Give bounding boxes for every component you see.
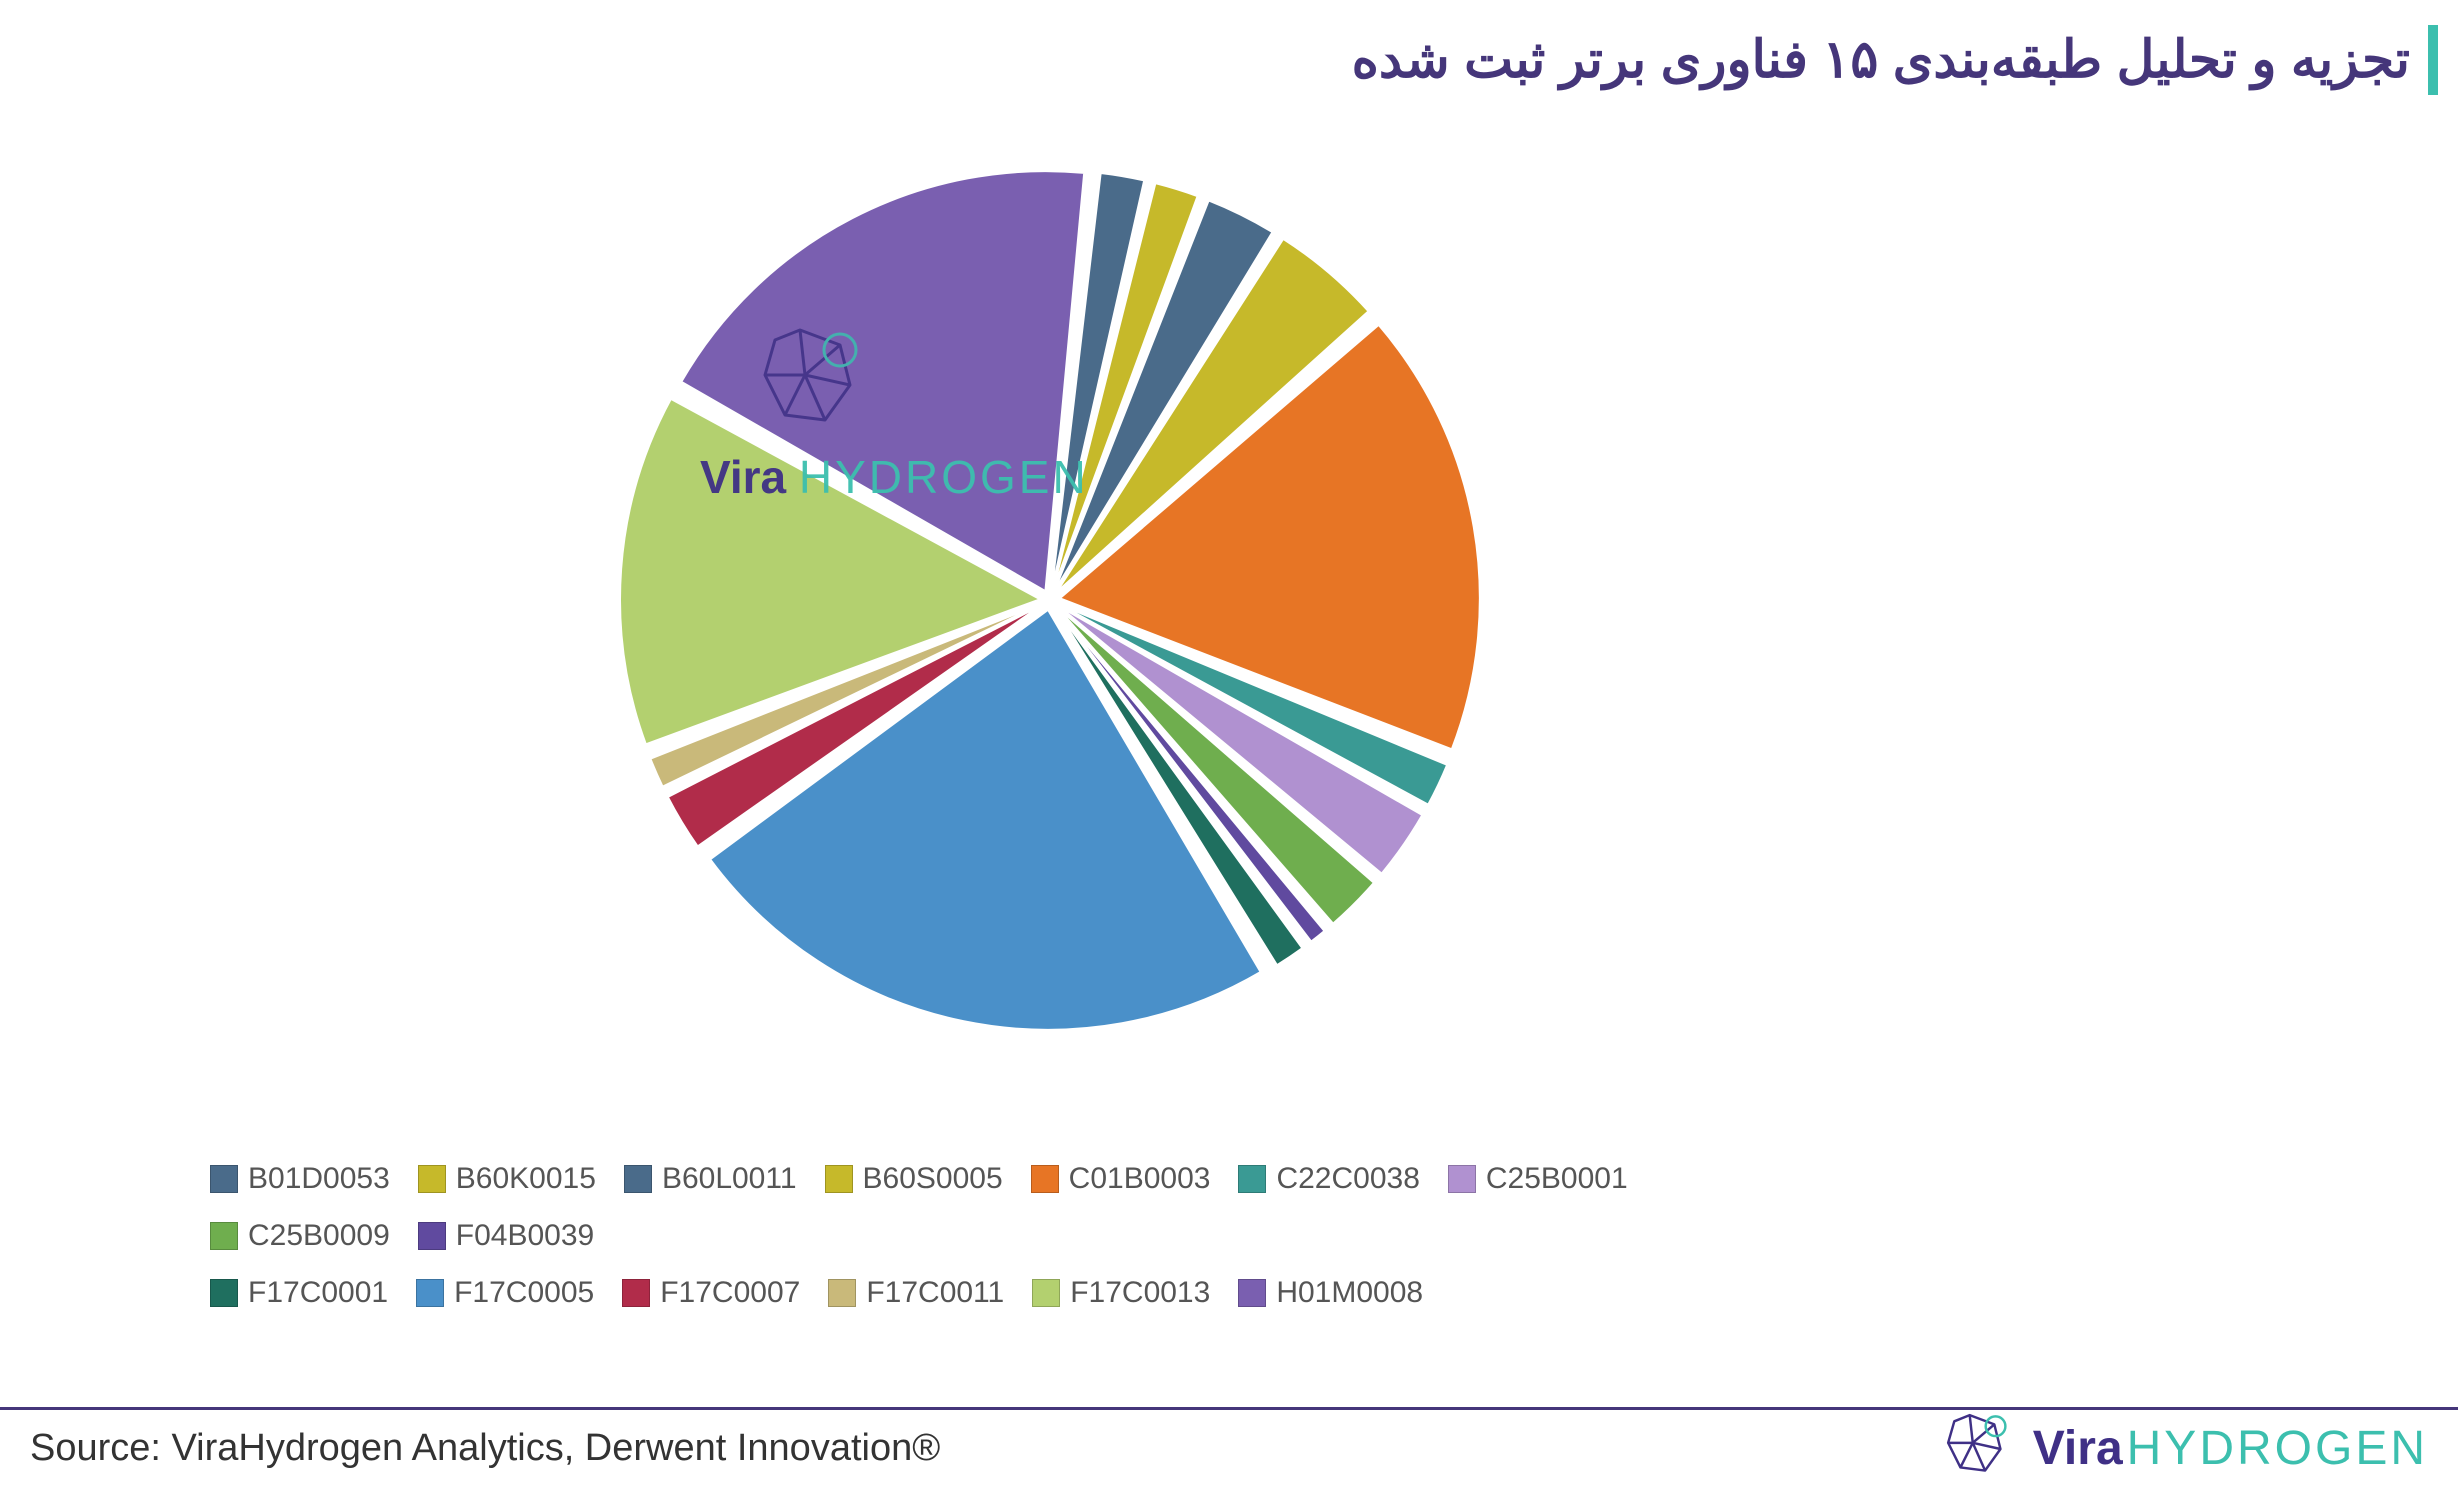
legend-swatch — [1448, 1165, 1476, 1193]
pie-chart-svg — [400, 120, 1700, 1100]
legend-label: C25B0001 — [1486, 1150, 1628, 1207]
legend-item: F17C0011 — [828, 1264, 1004, 1321]
legend-label: F17C0011 — [866, 1264, 1004, 1321]
legend-item: B60L0011 — [624, 1150, 797, 1207]
legend-label: H01M0008 — [1276, 1264, 1423, 1321]
legend-label: F17C0013 — [1070, 1264, 1210, 1321]
page-title: تجزیه و تحلیل طبقه‌بندی ۱۵ فناوری برتر ث… — [1352, 30, 2410, 90]
legend-label: F17C0001 — [248, 1264, 388, 1321]
legend-label: F17C0005 — [454, 1264, 594, 1321]
footer: Source: ViraHydrogen Analytics, Derwent … — [0, 1407, 2458, 1487]
legend-swatch — [416, 1279, 444, 1307]
legend-item: F17C0001 — [210, 1264, 388, 1321]
legend-label: C22C0038 — [1276, 1150, 1419, 1207]
legend-item: C25B0001 — [1448, 1150, 1628, 1207]
legend-item: B60K0015 — [418, 1150, 596, 1207]
legend-swatch — [210, 1222, 238, 1250]
legend-item: F17C0005 — [416, 1264, 594, 1321]
footer-poly-icon — [1937, 1409, 2027, 1489]
title-accent — [2428, 25, 2438, 95]
legend-item: F17C0013 — [1032, 1264, 1210, 1321]
legend-swatch — [622, 1279, 650, 1307]
legend-label: B60L0011 — [662, 1150, 797, 1207]
legend-swatch — [418, 1222, 446, 1250]
legend-label: B01D0053 — [248, 1150, 390, 1207]
legend-label: C01B0003 — [1069, 1150, 1211, 1207]
footer-source-text: Source: ViraHydrogen Analytics, Derwent … — [30, 1427, 940, 1470]
legend-swatch — [624, 1165, 652, 1193]
legend-label: B60S0005 — [863, 1150, 1003, 1207]
chart-legend: B01D0053 B60K0015 B60L0011 B60S0005 C01B0003… — [210, 1150, 1810, 1321]
legend-swatch — [210, 1165, 238, 1193]
legend-label: F17C0007 — [660, 1264, 800, 1321]
legend-row: F17C0001 F17C0005 F17C0007 F17C0011 F17C0013… — [210, 1264, 1810, 1321]
legend-item: B60S0005 — [825, 1150, 1003, 1207]
legend-item: B01D0053 — [210, 1150, 390, 1207]
legend-swatch — [1032, 1279, 1060, 1307]
footer-vira: Vira — [2033, 1421, 2123, 1476]
legend-item: F04B0039 — [418, 1207, 594, 1264]
legend-label: B60K0015 — [456, 1150, 596, 1207]
legend-label: F04B0039 — [456, 1207, 594, 1264]
legend-swatch — [825, 1165, 853, 1193]
footer-hydrogen: HYDROGEN — [2127, 1421, 2428, 1476]
page-title-bar: تجزیه و تحلیل طبقه‌بندی ۱۵ فناوری برتر ث… — [1352, 25, 2438, 95]
pie-holder: Vira HYDROGEN — [400, 120, 1700, 1100]
legend-swatch — [828, 1279, 856, 1307]
legend-row: B01D0053 B60K0015 B60L0011 B60S0005 C01B0003… — [210, 1150, 1810, 1264]
legend-swatch — [1238, 1279, 1266, 1307]
footer-logo: Vira HYDROGEN — [1937, 1409, 2428, 1489]
legend-item: C22C0038 — [1238, 1150, 1419, 1207]
legend-item: F17C0007 — [622, 1264, 800, 1321]
legend-label: C25B0009 — [248, 1207, 390, 1264]
pie-chart-area: Vira HYDROGEN — [200, 120, 1900, 1320]
legend-swatch — [210, 1279, 238, 1307]
legend-item: C25B0009 — [210, 1207, 390, 1264]
legend-item: H01M0008 — [1238, 1264, 1423, 1321]
legend-swatch — [1238, 1165, 1266, 1193]
legend-swatch — [418, 1165, 446, 1193]
legend-item: C01B0003 — [1031, 1150, 1211, 1207]
legend-swatch — [1031, 1165, 1059, 1193]
